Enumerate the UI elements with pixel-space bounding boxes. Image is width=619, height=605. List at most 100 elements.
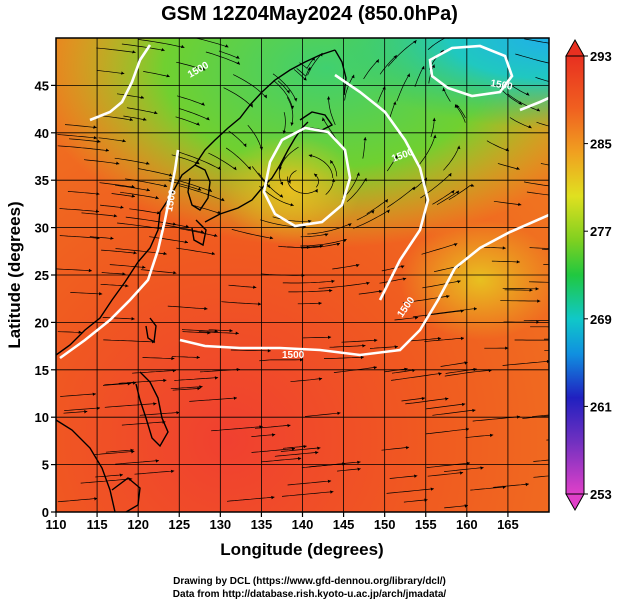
streamline-arrowhead — [197, 187, 202, 191]
streamline-arrowhead — [129, 117, 133, 121]
y-axis-title: Latitude (degrees) — [5, 201, 24, 348]
streamline-arrowhead — [153, 402, 157, 406]
streamline-arrowhead — [204, 306, 208, 311]
streamline-arrowhead — [535, 287, 539, 291]
streamline-arrowhead — [446, 295, 450, 299]
streamline — [57, 134, 98, 139]
streamline-arrowhead — [373, 366, 377, 370]
streamline-arrowhead — [370, 210, 375, 214]
streamline-arrowhead — [357, 467, 361, 471]
streamline — [329, 345, 366, 348]
streamline-arrowhead — [146, 188, 150, 192]
streamline-arrowhead — [375, 59, 379, 63]
x-tick-label: 150 — [374, 517, 396, 532]
streamline-arrowhead — [556, 63, 559, 66]
streamline — [57, 145, 110, 152]
streamline — [89, 236, 114, 240]
streamline — [307, 52, 323, 76]
streamline — [98, 137, 126, 142]
streamline — [100, 204, 124, 209]
streamline-arrowhead — [214, 329, 218, 333]
streamline — [178, 151, 222, 171]
contour-label: 1500 — [282, 350, 305, 361]
streamline — [409, 337, 442, 342]
streamline — [328, 96, 336, 125]
temperature-field-mild — [220, 135, 360, 245]
streamline-arrowhead — [196, 355, 200, 359]
coastline-kyushu — [191, 219, 207, 247]
streamline — [251, 434, 276, 437]
streamline — [56, 268, 92, 272]
streamline-arrowhead — [168, 173, 173, 177]
streamline — [535, 76, 549, 82]
streamline-arrowhead — [461, 402, 466, 407]
streamline — [507, 93, 541, 112]
streamline — [57, 498, 98, 503]
streamline-arrowhead — [589, 338, 592, 341]
streamline — [422, 280, 461, 289]
streamline-arrowhead — [133, 251, 137, 255]
streamline-arrowhead — [421, 66, 425, 70]
streamline-arrowhead — [431, 64, 435, 68]
credit-drawing: Drawing by DCL (https://www.gfd-dennou.o… — [173, 576, 446, 587]
streamline — [192, 204, 221, 214]
streamline-arrowhead — [343, 239, 347, 243]
streamline — [103, 339, 156, 343]
streamline-arrowhead — [263, 94, 267, 99]
height-contours — [59, 44, 549, 360]
streamline-arrowhead — [278, 167, 282, 171]
streamline-arrowhead — [308, 154, 313, 158]
streamline-arrowhead — [386, 209, 390, 214]
x-tick-label: 155 — [415, 517, 437, 532]
streamline-arrowhead — [243, 143, 247, 147]
coastline-borneo — [111, 477, 141, 512]
streamline-arrowhead — [280, 181, 284, 186]
streamline — [64, 124, 97, 128]
streamline-arrowhead — [525, 92, 530, 96]
streamline-arrowhead — [287, 180, 291, 184]
streamline — [121, 421, 166, 426]
streamline-arrowhead — [561, 165, 564, 168]
streamline — [176, 95, 205, 106]
streamline — [440, 361, 468, 367]
streamline — [391, 372, 442, 381]
y-tick-label: 25 — [35, 268, 49, 283]
page-title: GSM 12Z04May2024 (850.0hPa) — [161, 3, 458, 25]
streamline — [57, 331, 82, 333]
streamline-arrowhead — [197, 387, 201, 391]
streamline-arrowhead — [321, 117, 326, 122]
streamline-arrowhead — [97, 139, 101, 143]
streamline — [536, 121, 549, 127]
streamline-arrowhead — [327, 479, 332, 483]
streamline-arrowhead — [155, 195, 159, 200]
streamline-arrowhead — [432, 117, 436, 121]
streamline-arrowhead — [400, 265, 405, 269]
streamline-arrowhead — [142, 265, 146, 269]
colorbar-labels: 293 285 277 269 261 253 — [584, 49, 612, 502]
streamline — [430, 117, 435, 138]
streamline-arrowhead — [113, 214, 118, 218]
streamline-arrowhead — [145, 161, 150, 165]
streamline-arrowhead — [330, 490, 334, 494]
colorbar-label: 277 — [590, 224, 612, 239]
streamline-arrowhead — [120, 205, 124, 209]
streamline-arrowhead — [433, 134, 437, 139]
colorbar: 293 285 277 269 261 253 — [565, 38, 612, 512]
coastline-asia-mainland — [56, 49, 336, 356]
streamline-arrowhead — [224, 44, 229, 48]
streamline-arrowhead — [99, 292, 103, 296]
x-tick-label: 165 — [497, 517, 519, 532]
streamline-arrowhead — [170, 469, 175, 473]
streamline-arrowhead — [558, 458, 561, 461]
streamline-arrowhead — [163, 183, 168, 188]
streamline-arrowhead — [130, 448, 134, 452]
streamline — [522, 415, 549, 419]
streamline-arrowhead — [132, 381, 137, 385]
contour-1500-northeast-low — [428, 44, 514, 98]
streamline-arrowhead — [516, 166, 520, 170]
streamline-arrowhead — [318, 377, 323, 381]
streamline — [100, 283, 129, 287]
streamline-arrowhead — [394, 345, 398, 349]
streamline-arrowhead — [327, 335, 332, 339]
